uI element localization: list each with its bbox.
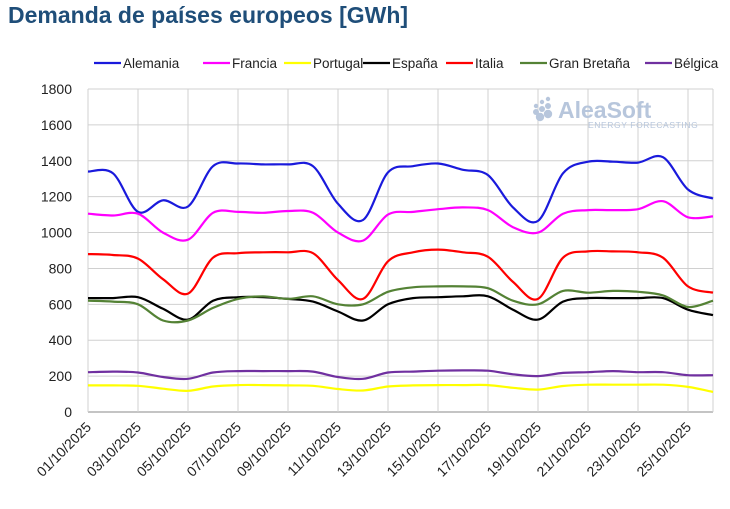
axes: 02004006008001000120014001600180001/10/2… bbox=[33, 81, 694, 480]
logo-dot bbox=[539, 106, 545, 112]
chart-title: Demanda de países europeos [GWh] bbox=[8, 2, 409, 28]
logo-dot bbox=[533, 103, 539, 109]
legend-label-espana: España bbox=[392, 56, 438, 71]
y-tick-label: 1800 bbox=[41, 81, 72, 97]
y-tick-label: 800 bbox=[49, 260, 73, 276]
logo-dot bbox=[535, 112, 545, 122]
logo-tagline: ENERGY FORECASTING bbox=[588, 120, 698, 130]
legend-label-francia: Francia bbox=[232, 56, 278, 71]
y-tick-label: 200 bbox=[49, 368, 73, 384]
series-line-belgica bbox=[87, 369, 714, 381]
legend-label-alemania: Alemania bbox=[123, 56, 180, 71]
logo-dot bbox=[533, 109, 539, 115]
y-tick-label: 1200 bbox=[41, 189, 72, 205]
series-line-espana bbox=[87, 294, 714, 322]
legend-label-gran-bretana: Gran Bretaña bbox=[549, 56, 631, 71]
logo-dot bbox=[545, 96, 551, 102]
legend-label-portugal: Portugal bbox=[313, 56, 363, 71]
series-lines bbox=[87, 154, 714, 393]
series-line-francia bbox=[87, 199, 714, 243]
y-tick-label: 1400 bbox=[41, 153, 72, 169]
aleasoft-logo: AleaSoft ENERGY FORECASTING bbox=[533, 96, 698, 130]
legend-label-belgica: Bélgica bbox=[674, 56, 719, 71]
y-tick-label: 600 bbox=[49, 296, 73, 312]
y-tick-label: 1000 bbox=[41, 225, 72, 241]
y-tick-label: 1600 bbox=[41, 117, 72, 133]
logo-dot bbox=[543, 109, 553, 119]
series-line-gran-bretana bbox=[87, 285, 714, 324]
logo-dots-icon bbox=[533, 96, 553, 122]
y-tick-label: 0 bbox=[64, 404, 72, 420]
logo-dot bbox=[545, 103, 551, 109]
logo-dot bbox=[539, 99, 545, 105]
series-line-alemania bbox=[87, 154, 714, 224]
series-line-italia bbox=[87, 248, 714, 301]
logo-text: AleaSoft bbox=[558, 97, 652, 123]
legend-label-italia: Italia bbox=[475, 56, 504, 71]
x-tick-label: 25/10/2025 bbox=[633, 419, 694, 480]
y-tick-label: 400 bbox=[49, 332, 73, 348]
gridlines bbox=[87, 88, 714, 413]
legend: Alemania Francia Portugal España Italia Gran … bbox=[94, 56, 719, 71]
x-tick-label: 09/10/2025 bbox=[233, 419, 294, 480]
series-line-portugal bbox=[88, 383, 714, 393]
